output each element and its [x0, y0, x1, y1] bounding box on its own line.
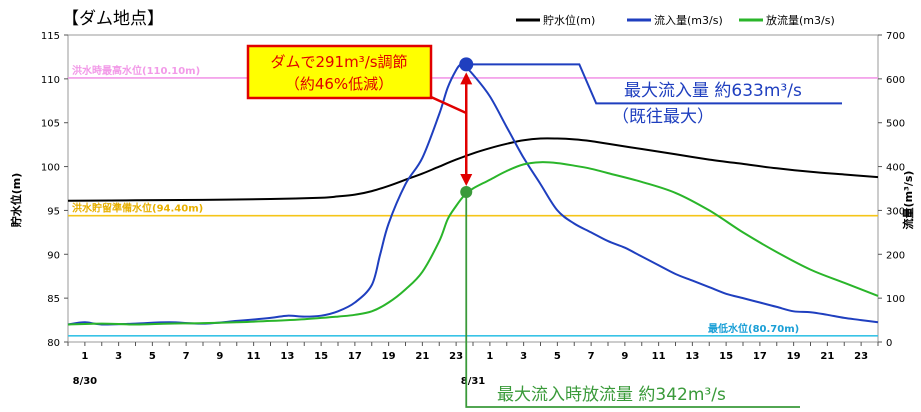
reference-line-label: 洪水貯留準備水位(94.40m) — [72, 202, 203, 215]
x-tick-label: 21 — [820, 351, 834, 362]
series-line-inflow — [67, 63, 879, 326]
reduction-arrow-head-down — [460, 174, 473, 187]
x-tick-label: 9 — [216, 351, 223, 362]
x-tick-label: 23 — [854, 351, 868, 362]
right-tick-label: 100 — [886, 294, 905, 305]
left-tick-label: 105 — [41, 119, 60, 130]
left-tick-label: 110 — [41, 75, 60, 86]
left-tick-label: 115 — [41, 31, 60, 42]
x-tick-label: 11 — [247, 351, 261, 362]
legend-label: 貯水位(m) — [543, 13, 595, 27]
left-tick-label: 80 — [47, 338, 60, 349]
x-tick-label: 7 — [588, 351, 595, 362]
x-date-label: 8/31 — [461, 376, 486, 387]
x-tick-label: 7 — [183, 351, 190, 362]
reduction-arrow-head-up — [460, 72, 473, 85]
x-tick-label: 5 — [554, 351, 561, 362]
max-inflow-sublabel: （既往最大） — [612, 107, 714, 127]
series-line-water-level — [67, 137, 879, 202]
x-tick-label: 9 — [621, 351, 628, 362]
right-tick-label: 0 — [886, 338, 892, 349]
x-tick-label: 11 — [652, 351, 666, 362]
x-date-label: 8/30 — [73, 376, 98, 387]
legend-label: 流入量(m3/s) — [654, 13, 723, 27]
right-tick-label: 200 — [886, 250, 905, 261]
adjust-box-line1: ダムで291m³/s調節 — [270, 53, 407, 71]
x-tick-label: 15 — [314, 351, 328, 362]
right-y-axis: 0 100 200 300 400 500 600 700 — [878, 31, 905, 349]
x-tick-label: 1 — [81, 351, 88, 362]
x-tick-label: 19 — [382, 351, 396, 362]
max-inflow-label: 最大流入量 約633m³/s — [624, 81, 802, 101]
x-tick-label: 1 — [486, 351, 493, 362]
legend-label: 放流量(m3/s) — [766, 13, 835, 27]
right-tick-label: 400 — [886, 163, 905, 174]
x-axis: 1 3 5 7 9 11 13 15 17 19 21 23 1 3 5 7 9 11 13 15 17 19 21 238/… — [67, 342, 879, 387]
adjust-box-line2: （約46%低減） — [285, 75, 393, 93]
left-tick-label: 100 — [41, 163, 60, 174]
reference-line-label: 最低水位(80.70m) — [708, 322, 799, 335]
x-tick-label: 19 — [787, 351, 801, 362]
x-tick-label: 13 — [685, 351, 699, 362]
right-tick-label: 500 — [886, 119, 905, 130]
max-release-label: 最大流入時放流量 約342m³/s — [497, 385, 726, 405]
peak-inflow-marker — [459, 57, 474, 72]
x-tick-label: 15 — [719, 351, 733, 362]
x-tick-label: 21 — [415, 351, 429, 362]
left-axis-title: 貯水位(m) — [9, 173, 23, 228]
left-tick-label: 85 — [47, 294, 60, 305]
x-tick-label: 5 — [149, 351, 156, 362]
x-tick-label: 17 — [348, 351, 362, 362]
chart-title: 【ダム地点】 — [62, 9, 164, 29]
x-tick-label: 3 — [115, 351, 122, 362]
reference-line-label: 洪水時最高水位(110.10m) — [72, 64, 200, 77]
right-axis-title: 流量(m³/s) — [901, 171, 915, 230]
left-y-axis: 80 85 90 95 100 105 110 115 — [41, 31, 68, 349]
annotations: ダムで291m³/s調節 （約46%低減） 最大流入量 約633m³/s （既往… — [246, 44, 842, 408]
x-tick-label: 17 — [753, 351, 767, 362]
max-inflow-leader — [466, 63, 842, 105]
adjust-box-leader — [430, 95, 467, 115]
legend: 貯水位(m) 流入量(m3/s) 放流量(m3/s) — [516, 13, 835, 27]
reference-lines: 洪水時最高水位(110.10m) 洪水貯留準備水位(94.40m) 最低水位(80.… — [68, 64, 878, 337]
right-tick-label: 300 — [886, 206, 905, 217]
right-tick-label: 700 — [886, 31, 905, 42]
left-tick-label: 90 — [47, 250, 60, 261]
x-tick-label: 13 — [280, 351, 294, 362]
adjust-box — [246, 44, 433, 100]
peak-release-marker — [460, 186, 473, 199]
max-release-leader — [465, 192, 800, 408]
x-tick-label: 3 — [520, 351, 527, 362]
x-tick-label: 23 — [449, 351, 463, 362]
left-tick-label: 95 — [47, 206, 60, 217]
series-line-outflow — [67, 161, 879, 326]
right-tick-label: 600 — [886, 75, 905, 86]
